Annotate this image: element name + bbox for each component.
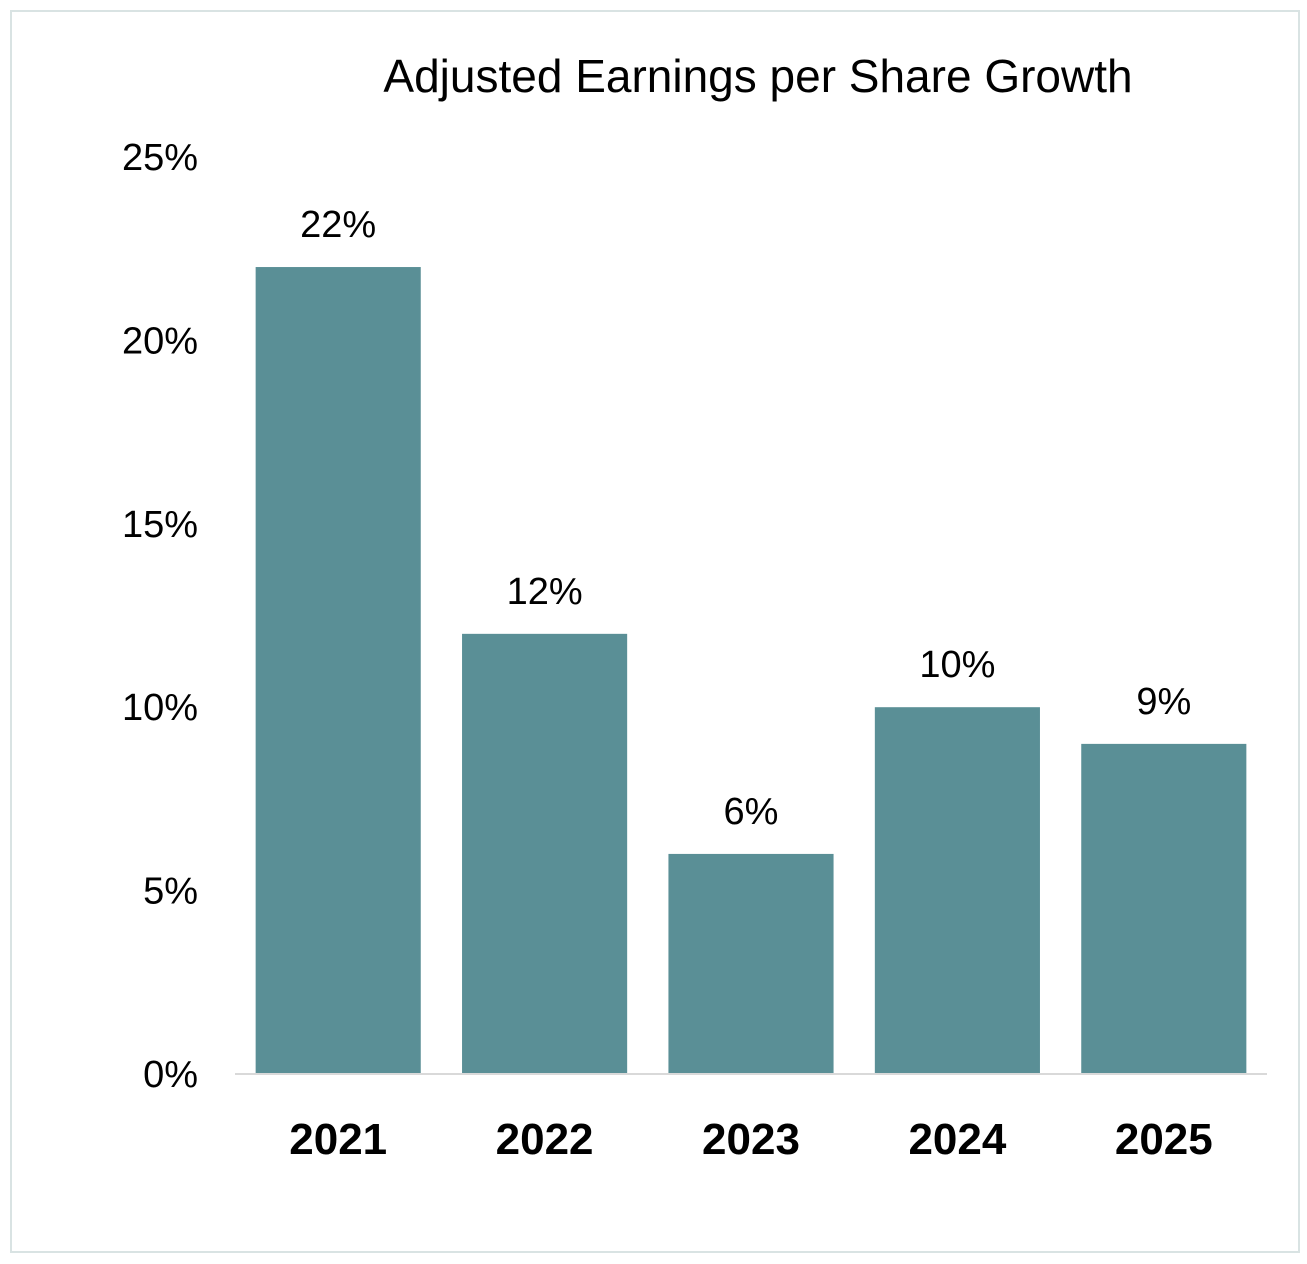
x-tick-label-2024: 2024 [908,1115,1006,1164]
x-axis: 2021 2022 2023 2024 2025 [289,1115,1212,1164]
bar-2023 [668,853,834,1074]
x-tick-label-2022: 2022 [496,1115,594,1164]
data-label-2025: 9% [1136,681,1191,723]
y-tick-label: 20% [122,320,198,362]
bar-2022 [462,633,628,1074]
y-tick-label: 25% [122,137,198,179]
data-labels: 22% 12% 6% 10% 9% [300,204,1191,833]
y-tick-label: 0% [143,1054,198,1096]
data-label-2022: 12% [507,571,583,613]
x-tick-label-2021: 2021 [289,1115,387,1164]
data-label-2024: 10% [919,644,995,686]
bar-2021 [255,267,421,1074]
bar-2024 [874,707,1040,1074]
data-label-2023: 6% [724,791,779,833]
y-tick-label: 10% [122,687,198,729]
chart-title: Adjusted Earnings per Share Growth [383,50,1132,102]
y-tick-label: 15% [122,504,198,546]
bars [255,267,1247,1074]
y-tick-label: 5% [143,871,198,913]
bar-2025 [1081,743,1247,1074]
y-axis: 0% 5% 10% 15% 20% 25% [122,137,198,1096]
x-tick-label-2025: 2025 [1115,1115,1213,1164]
data-label-2021: 22% [300,204,376,246]
x-tick-label-2023: 2023 [702,1115,800,1164]
